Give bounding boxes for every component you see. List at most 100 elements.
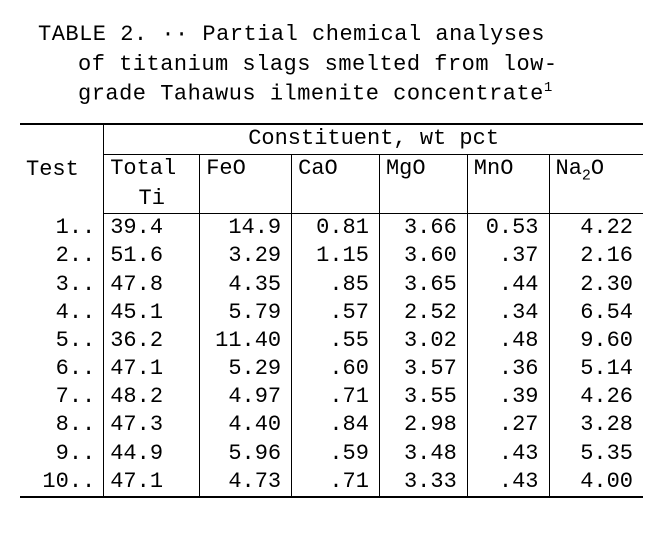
table-row: 3..47.84.35.853.65.442.30 — [20, 271, 643, 299]
cell-mno: .43 — [467, 468, 549, 497]
table-row: 5..36.211.40.553.02.489.60 — [20, 327, 643, 355]
cell-na2o: 9.60 — [549, 327, 643, 355]
col-header-cao: CaO — [292, 154, 380, 185]
cell-test: 9.. — [20, 440, 104, 468]
cell-test: 10.. — [20, 468, 104, 497]
col-header-mgo: MgO — [379, 154, 467, 185]
cell-na2o: 4.22 — [549, 214, 643, 243]
cell-ti: 36.2 — [104, 327, 200, 355]
cell-mgo: 3.02 — [379, 327, 467, 355]
table-body: 1..39.414.90.813.660.534.222..51.63.291.… — [20, 214, 643, 497]
cell-na2o: 3.28 — [549, 411, 643, 439]
caption-line-3-text: grade Tahawus ilmenite concentrate — [78, 82, 544, 107]
cell-mno: .27 — [467, 411, 549, 439]
caption-line-2: of titanium slags smelted from low- — [38, 50, 643, 80]
cell-ti: 47.1 — [104, 355, 200, 383]
cell-mno: .39 — [467, 383, 549, 411]
cell-feo: 5.96 — [200, 440, 292, 468]
table-row: 6..47.15.29.603.57.365.14 — [20, 355, 643, 383]
cell-test: 1.. — [20, 214, 104, 243]
table-row: 10..47.14.73.713.33.434.00 — [20, 468, 643, 497]
cell-feo: 5.29 — [200, 355, 292, 383]
cell-mgo: 3.48 — [379, 440, 467, 468]
cell-ti: 51.6 — [104, 242, 200, 270]
table-row: 2..51.63.291.153.60.372.16 — [20, 242, 643, 270]
cell-mgo: 3.57 — [379, 355, 467, 383]
cell-ti: 39.4 — [104, 214, 200, 243]
table-row: 9..44.95.96.593.48.435.35 — [20, 440, 643, 468]
cell-cao: .71 — [292, 468, 380, 497]
cell-na2o: 4.00 — [549, 468, 643, 497]
cell-mgo: 3.33 — [379, 468, 467, 497]
table-row: 8..47.34.40.842.98.273.28 — [20, 411, 643, 439]
table-row: 7..48.24.97.713.55.394.26 — [20, 383, 643, 411]
cell-test: 2.. — [20, 242, 104, 270]
cell-mgo: 2.52 — [379, 299, 467, 327]
cell-feo: 3.29 — [200, 242, 292, 270]
na2o-post: O — [591, 156, 604, 181]
cell-cao: .60 — [292, 355, 380, 383]
cell-cao: .55 — [292, 327, 380, 355]
cell-ti: 47.1 — [104, 468, 200, 497]
cell-mno: 0.53 — [467, 214, 549, 243]
cell-test: 3.. — [20, 271, 104, 299]
cell-na2o: 5.35 — [549, 440, 643, 468]
cell-test: 4.. — [20, 299, 104, 327]
col-header-feo-blank — [200, 185, 292, 214]
cell-ti: 47.3 — [104, 411, 200, 439]
na2o-sub: 2 — [582, 167, 591, 184]
cell-ti: 44.9 — [104, 440, 200, 468]
cell-cao: 1.15 — [292, 242, 380, 270]
cell-feo: 4.40 — [200, 411, 292, 439]
cell-na2o: 4.26 — [549, 383, 643, 411]
table-row: 1..39.414.90.813.660.534.22 — [20, 214, 643, 243]
caption-line-1: TABLE 2. ·· Partial chemical analyses — [38, 20, 643, 50]
cell-mgo: 3.60 — [379, 242, 467, 270]
cell-mno: .44 — [467, 271, 549, 299]
col-header-feo: FeO — [200, 154, 292, 185]
cell-cao: .85 — [292, 271, 380, 299]
cell-feo: 14.9 — [200, 214, 292, 243]
cell-cao: .57 — [292, 299, 380, 327]
col-header-mno-blank — [467, 185, 549, 214]
cell-cao: 0.81 — [292, 214, 380, 243]
analysis-table: Test Constituent, wt pct Total FeO CaO M… — [20, 123, 643, 497]
cell-cao: .84 — [292, 411, 380, 439]
caption-footnote-ref: 1 — [544, 80, 553, 96]
caption-line-3: grade Tahawus ilmenite concentrate1 — [38, 79, 643, 109]
cell-na2o: 6.54 — [549, 299, 643, 327]
cell-cao: .71 — [292, 383, 380, 411]
cell-mgo: 3.55 — [379, 383, 467, 411]
table-header: Test Constituent, wt pct Total FeO CaO M… — [20, 124, 643, 213]
cell-mno: .37 — [467, 242, 549, 270]
cell-na2o: 2.30 — [549, 271, 643, 299]
cell-na2o: 5.14 — [549, 355, 643, 383]
col-header-test: Test — [20, 124, 104, 213]
cell-test: 5.. — [20, 327, 104, 355]
cell-mgo: 3.66 — [379, 214, 467, 243]
cell-feo: 5.79 — [200, 299, 292, 327]
col-group-constituent: Constituent, wt pct — [104, 124, 643, 154]
cell-feo: 4.73 — [200, 468, 292, 497]
cell-mno: .36 — [467, 355, 549, 383]
cell-ti: 48.2 — [104, 383, 200, 411]
col-header-total-ti-2: Ti — [104, 185, 200, 214]
cell-ti: 47.8 — [104, 271, 200, 299]
cell-feo: 4.97 — [200, 383, 292, 411]
cell-test: 8.. — [20, 411, 104, 439]
cell-na2o: 2.16 — [549, 242, 643, 270]
col-header-mno: MnO — [467, 154, 549, 185]
col-header-cao-blank — [292, 185, 380, 214]
cell-test: 6.. — [20, 355, 104, 383]
cell-feo: 4.35 — [200, 271, 292, 299]
cell-mno: .48 — [467, 327, 549, 355]
cell-ti: 45.1 — [104, 299, 200, 327]
na2o-pre: Na — [556, 156, 582, 181]
cell-mno: .43 — [467, 440, 549, 468]
cell-mno: .34 — [467, 299, 549, 327]
col-header-mgo-blank — [379, 185, 467, 214]
cell-feo: 11.40 — [200, 327, 292, 355]
col-header-total-ti-1: Total — [104, 154, 200, 185]
cell-test: 7.. — [20, 383, 104, 411]
cell-cao: .59 — [292, 440, 380, 468]
